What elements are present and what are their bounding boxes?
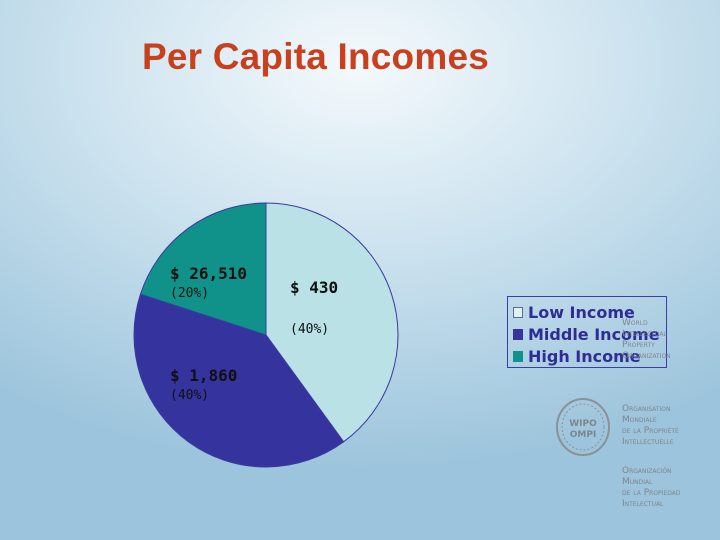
slide-title: Per Capita Incomes (142, 36, 490, 77)
legend-label-low-income: Low Income (528, 302, 635, 322)
legend-item-low-income: Low Income (513, 301, 666, 323)
middle-income-swatch-icon (513, 328, 523, 340)
legend-label-middle-income: Middle Income (528, 324, 660, 344)
pie-slice-low-income (265, 202, 399, 443)
high-income-value-label: $ 26,510 (170, 264, 248, 283)
wipo-logo: World Intellectual Property Organization… (552, 314, 712, 524)
middle-income-percent-label: (40%) (170, 388, 210, 403)
org-name-spanish: Organización Mundial de la Propiedad Int… (622, 466, 681, 509)
wipo-emblem-icon: WIPO OMPI (556, 398, 610, 456)
legend-item-high-income: High Income (513, 345, 666, 367)
org-name-english: World Intellectual Property Organization (622, 318, 671, 361)
chart-legend: Low Income Middle Income High Income (507, 296, 667, 368)
pie-slice-high-income (139, 202, 267, 336)
legend-label-high-income: High Income (528, 346, 641, 366)
legend-item-middle-income: Middle Income (513, 323, 666, 345)
low-income-swatch-icon (513, 306, 523, 318)
low-income-percent-label: (40%) (290, 322, 330, 337)
svg-text:OMPI: OMPI (570, 430, 597, 440)
high-income-swatch-icon (513, 350, 523, 362)
svg-text:WIPO: WIPO (569, 419, 597, 429)
high-income-percent-label: (20%) (170, 286, 210, 301)
pie-slice-middle-income (133, 293, 345, 468)
middle-income-value-label: $ 1,860 (170, 366, 238, 385)
low-income-value-label: $ 430 (290, 278, 339, 297)
org-name-french: Organisation Mondiale de la Propriété In… (622, 404, 679, 447)
